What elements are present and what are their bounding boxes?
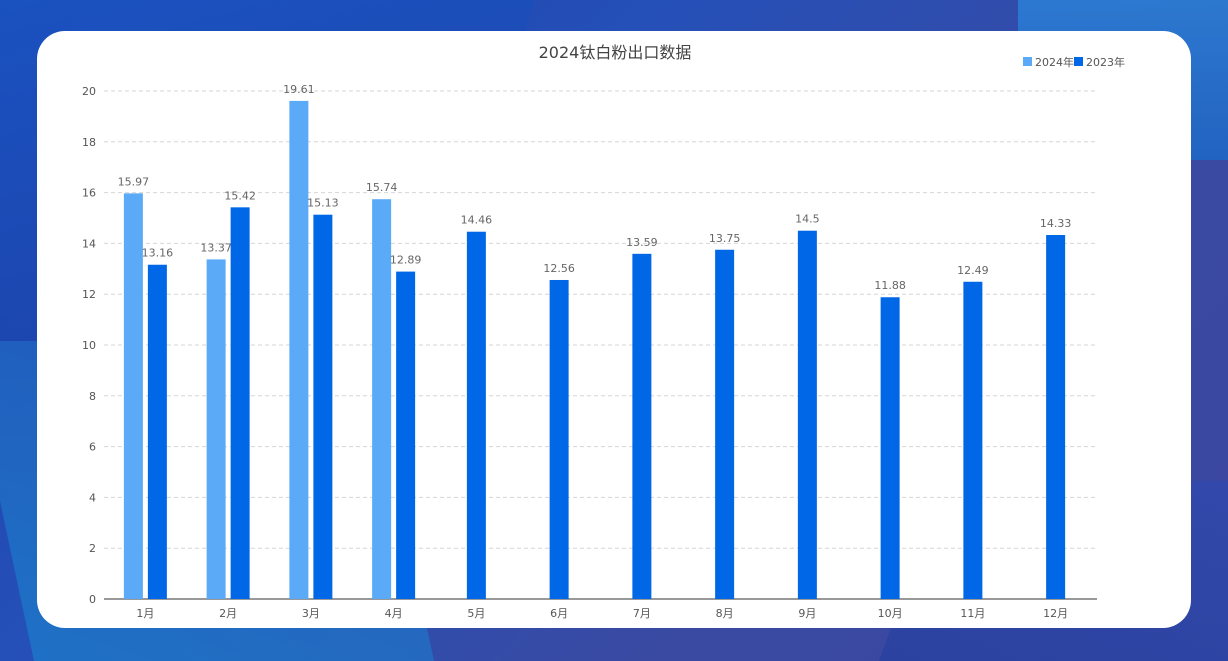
- data-label: 14.5: [795, 213, 820, 226]
- x-tick-label: 12月: [1043, 607, 1068, 620]
- y-tick-label: 12: [82, 288, 96, 301]
- bar-series-0: [123, 193, 143, 599]
- legend-label: 2023年: [1086, 55, 1125, 69]
- data-label: 13.59: [626, 236, 658, 249]
- y-tick-label: 8: [89, 390, 96, 403]
- bar-series-1: [466, 231, 486, 599]
- y-tick-label: 0: [89, 593, 96, 606]
- legend-label: 2024年: [1035, 55, 1074, 69]
- x-tick-label: 8月: [716, 607, 734, 620]
- legend-swatch: [1074, 57, 1083, 66]
- x-tick-label: 11月: [960, 607, 985, 620]
- x-tick-label: 1月: [136, 607, 154, 620]
- chart-title: 2024钛白粉出口数据: [539, 43, 692, 62]
- legend-swatch: [1023, 57, 1032, 66]
- bar-series-1: [147, 264, 167, 599]
- bars: [123, 100, 1066, 600]
- data-label: 19.61: [283, 83, 315, 96]
- data-label: 13.37: [200, 241, 232, 254]
- bar-series-1: [963, 281, 983, 599]
- bar-series-1: [632, 253, 652, 599]
- data-label: 15.74: [366, 181, 398, 194]
- data-label: 14.46: [461, 214, 493, 227]
- data-label: 13.75: [709, 232, 741, 245]
- data-label: 12.56: [543, 262, 575, 275]
- data-label: 12.89: [390, 254, 422, 267]
- data-label: 15.97: [118, 175, 150, 188]
- x-tick-label: 5月: [467, 607, 485, 620]
- bar-series-0: [372, 199, 392, 600]
- y-tick-label: 2: [89, 542, 96, 555]
- x-tick-label: 4月: [385, 607, 403, 620]
- data-label: 12.49: [957, 264, 989, 277]
- x-tick-label: 2月: [219, 607, 237, 620]
- x-tick-label: 7月: [633, 607, 651, 620]
- y-tick-label: 10: [82, 339, 96, 352]
- y-tick-label: 18: [82, 136, 96, 149]
- bar-series-1: [396, 271, 416, 599]
- bar-series-1: [1046, 235, 1066, 599]
- legend: 2024年 2023年: [1023, 55, 1125, 69]
- chart-card: [37, 31, 1191, 628]
- data-label: 11.88: [874, 279, 906, 292]
- y-tick-label: 14: [82, 237, 96, 250]
- y-tick-label: 6: [89, 441, 96, 454]
- bar-series-1: [313, 214, 333, 599]
- data-label: 14.33: [1040, 217, 1072, 230]
- x-tick-label: 6月: [550, 607, 568, 620]
- bar-series-1: [880, 297, 900, 599]
- data-label: 15.42: [224, 189, 256, 202]
- bar-series-1: [549, 279, 569, 599]
- y-tick-label: 4: [89, 491, 96, 504]
- axes: 0 2 4 6 8 10 12 14 16 18 20 1月 2月 3月 4月 5月 6月 7月 8月 9月 10月 11…: [82, 85, 1097, 620]
- bar-series-1: [230, 207, 250, 599]
- y-tick-label: 16: [82, 187, 96, 200]
- x-tick-label: 3月: [302, 607, 320, 620]
- x-tick-label: 10月: [878, 607, 903, 620]
- bar-series-1: [797, 230, 817, 599]
- y-tick-label: 20: [82, 85, 96, 98]
- grid-lines: [104, 90, 1097, 549]
- bar-series-1: [715, 249, 735, 599]
- x-tick-label: 9月: [798, 607, 816, 620]
- data-labels: 15.97 13.16 13.37 15.42 19.61 15.13 15.74 12.89…: [118, 83, 1072, 292]
- bar-series-0: [289, 100, 309, 599]
- data-label: 15.13: [307, 197, 339, 210]
- bar-series-0: [206, 259, 226, 599]
- data-label: 13.16: [142, 247, 174, 260]
